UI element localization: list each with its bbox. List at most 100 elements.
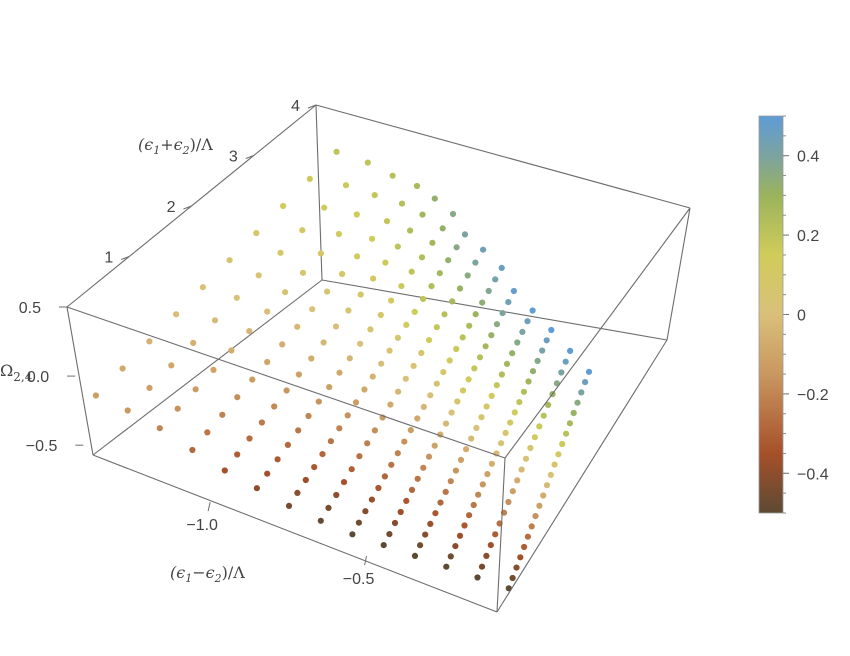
colorbar-tick-label: −0.2 <box>797 387 829 404</box>
data-point <box>249 376 256 383</box>
data-point <box>547 471 554 478</box>
data-point <box>418 254 426 261</box>
data-point <box>386 531 393 538</box>
box-edge-top-right <box>504 207 691 459</box>
data-point <box>277 249 284 256</box>
data-point <box>570 409 577 417</box>
data-point <box>389 172 396 179</box>
data-point <box>540 412 547 419</box>
data-point <box>395 388 402 395</box>
data-point <box>332 323 340 330</box>
data-point <box>475 491 482 498</box>
colorbar-tick-label: 0.2 <box>797 228 819 245</box>
data-point <box>428 283 435 290</box>
data-point <box>192 386 199 393</box>
data-point <box>514 339 521 346</box>
data-point <box>391 519 399 527</box>
y-axis-tickmark <box>245 155 254 159</box>
data-point <box>474 574 481 581</box>
data-point <box>488 460 495 467</box>
data-point <box>353 211 360 218</box>
data-point <box>387 401 394 408</box>
data-point <box>448 409 455 416</box>
data-point <box>479 481 486 488</box>
data-point <box>473 424 480 431</box>
data-point <box>279 341 286 348</box>
data-point <box>204 429 211 436</box>
data-point <box>371 192 378 199</box>
data-point <box>294 489 301 496</box>
axis-ticks: 1 2 3 4 −0.5 0.0 0.5 −1.0 −0.5 <box>19 98 375 588</box>
data-point <box>452 467 459 474</box>
data-point <box>485 287 492 295</box>
data-point <box>559 440 566 448</box>
x-axis-label: (ϵ1−ϵ2)/Λ <box>170 563 245 585</box>
data-point <box>361 386 368 393</box>
data-point <box>335 230 342 238</box>
data-point <box>529 307 536 314</box>
data-point <box>509 574 516 582</box>
data-point <box>417 542 424 549</box>
data-point <box>536 423 543 430</box>
colorbar-tick-label: −0.4 <box>797 466 829 483</box>
data-point <box>511 409 518 416</box>
data-point <box>414 415 421 422</box>
data-point <box>427 520 434 528</box>
data-point <box>461 231 469 238</box>
data-point <box>414 475 421 482</box>
data-point <box>403 321 410 328</box>
data-point <box>402 375 409 382</box>
data-point <box>295 371 302 378</box>
colorbar-gradient <box>758 115 784 514</box>
data-point <box>398 200 406 207</box>
data-point <box>326 384 333 391</box>
data-point <box>447 553 454 560</box>
data-point <box>452 543 459 550</box>
data-point <box>574 399 581 406</box>
data-point <box>446 357 453 364</box>
data-point <box>253 230 260 237</box>
data-point <box>527 444 534 452</box>
data-point <box>520 388 528 395</box>
data-point <box>325 504 332 511</box>
data-point <box>566 420 574 427</box>
data-point <box>199 284 206 291</box>
data-point <box>432 510 439 517</box>
data-point <box>299 227 306 234</box>
data-point <box>246 435 253 442</box>
data-point <box>271 403 278 410</box>
data-point <box>505 299 512 306</box>
data-point <box>264 308 271 315</box>
data-point <box>294 323 301 330</box>
data-point <box>443 563 450 570</box>
data-point <box>459 387 467 394</box>
data-points <box>92 148 593 592</box>
data-point <box>308 355 315 362</box>
y-axis-tick-label: 4 <box>291 98 300 115</box>
data-point <box>413 182 421 190</box>
data-point <box>518 466 525 473</box>
data-point <box>174 405 181 412</box>
box-edge-back-top <box>315 104 691 209</box>
data-point <box>264 358 271 366</box>
y-axis-label: (ϵ1+ϵ2)/Λ <box>138 135 213 157</box>
data-point <box>255 272 262 279</box>
data-point <box>585 368 593 375</box>
data-point <box>456 532 464 539</box>
data-point <box>394 450 401 457</box>
data-point <box>357 291 364 298</box>
data-point <box>440 369 447 376</box>
data-point <box>562 358 569 365</box>
data-point <box>368 496 375 503</box>
data-point <box>418 349 425 357</box>
data-point <box>305 412 312 420</box>
data-point <box>422 531 429 538</box>
data-point <box>449 210 457 218</box>
y-axis-tick-label: 1 <box>104 250 113 267</box>
data-point <box>429 239 436 246</box>
data-point <box>525 378 532 385</box>
data-point <box>234 451 241 458</box>
data-point <box>221 467 228 474</box>
data-point <box>543 337 550 344</box>
data-point <box>532 513 539 520</box>
